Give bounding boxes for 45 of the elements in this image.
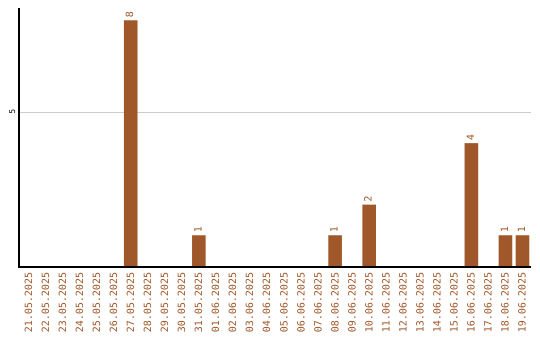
x-tick-label: 08.06.2025 bbox=[330, 272, 342, 332]
x-tick-label: 31.05.2025 bbox=[194, 272, 206, 332]
x-tick-label: 11.06.2025 bbox=[381, 272, 392, 332]
x-tick-label: 27.05.2025 bbox=[126, 272, 137, 332]
bar bbox=[124, 20, 138, 266]
x-tick-label: 15.06.2025 bbox=[450, 272, 461, 332]
x-tick-label: 28.05.2025 bbox=[143, 272, 154, 332]
data-label: 1 bbox=[193, 226, 204, 232]
x-tick-label: 30.05.2025 bbox=[177, 272, 188, 332]
data-label: 8 bbox=[125, 11, 136, 18]
bar bbox=[362, 204, 376, 266]
x-tick-label: 02.06.2025 bbox=[228, 272, 240, 332]
data-label: 1 bbox=[500, 226, 511, 232]
x-tick-label: 21.05.2025 bbox=[24, 272, 35, 332]
x-tick-label: 10.06.2025 bbox=[364, 272, 376, 332]
x-tick-label: 13.06.2025 bbox=[416, 272, 427, 332]
x-tick-label: 03.06.2025 bbox=[245, 272, 256, 332]
x-tick-label: 19.06.2025 bbox=[518, 272, 529, 332]
x-tick-label: 24.05.2025 bbox=[74, 272, 86, 332]
bar bbox=[192, 235, 206, 266]
data-label: 1 bbox=[330, 226, 341, 232]
x-tick-label: 06.06.2025 bbox=[296, 272, 308, 332]
x-tick-label: 16.06.2025 bbox=[466, 272, 478, 332]
data-label: 1 bbox=[516, 226, 528, 232]
x-tick-label: 12.06.2025 bbox=[398, 272, 410, 332]
x-tick-label: 14.06.2025 bbox=[432, 272, 444, 332]
x-tick-label: 04.06.2025 bbox=[262, 272, 274, 332]
bar bbox=[516, 235, 530, 266]
x-tick-label: 26.05.2025 bbox=[108, 272, 120, 332]
y-tick-label: 5 bbox=[8, 108, 17, 114]
x-tick-label: 17.06.2025 bbox=[484, 272, 495, 332]
x-tick-label: 25.05.2025 bbox=[92, 272, 103, 332]
data-label: 2 bbox=[364, 196, 375, 202]
bar bbox=[328, 235, 342, 266]
x-tick-label: 18.06.2025 bbox=[500, 272, 512, 332]
x-tick-label: 23.05.2025 bbox=[58, 272, 69, 332]
x-tick-label: 01.06.2025 bbox=[211, 272, 222, 332]
x-tick-label: 09.06.2025 bbox=[347, 272, 358, 332]
bar bbox=[464, 143, 478, 266]
x-tick-label: 22.05.2025 bbox=[40, 272, 52, 332]
x-tick-label: 29.05.2025 bbox=[160, 272, 172, 332]
data-label: 4 bbox=[466, 134, 477, 140]
x-tick-label: 05.06.2025 bbox=[279, 272, 290, 332]
bar bbox=[498, 235, 512, 266]
x-tick-label: 07.06.2025 bbox=[313, 272, 324, 332]
